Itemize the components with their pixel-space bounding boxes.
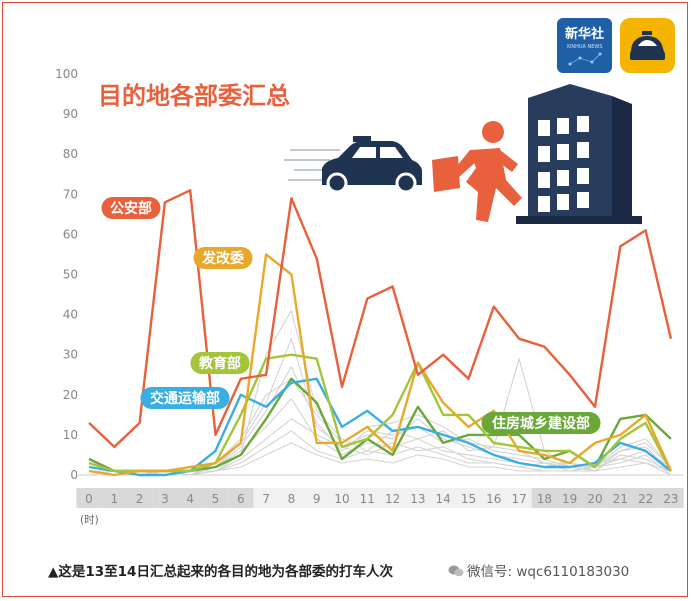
y-tick-label: 60 (63, 227, 78, 241)
speed-lines-icon (284, 149, 340, 181)
x-tick-label: 10 (334, 492, 349, 506)
wechat-watermark: 微信号: wqc6110183030 (448, 560, 629, 580)
x-tick-label: 19 (562, 492, 577, 506)
x-tick-label: 22 (638, 492, 653, 506)
x-axis-shaded-cell (658, 488, 684, 508)
series-line-0 (88, 189, 673, 449)
running-man-icon (432, 121, 522, 222)
y-tick-label: 40 (63, 308, 78, 322)
x-tick-label: 6 (237, 492, 245, 506)
callout-pill (140, 387, 230, 409)
y-axis: 0 10 20 30 40 50 60 70 80 90 100 (55, 67, 78, 482)
x-axis-shaded-cell (202, 488, 229, 508)
x-axis-background (76, 488, 684, 508)
x-tick-label: 23 (663, 492, 678, 506)
x-tick-label: 18 (537, 492, 552, 506)
callout-label: 发改委 (201, 250, 244, 267)
background-series-line (88, 366, 672, 476)
taxi-icon (322, 136, 422, 194)
wechat-icon (448, 565, 464, 577)
x-tick-label: 7 (262, 492, 270, 506)
x-axis-unit: (时) (80, 514, 99, 526)
y-tick-label: 50 (63, 268, 78, 282)
x-tick-label: 14 (436, 492, 451, 506)
x-tick-label: 2 (136, 492, 144, 506)
x-tick-label: 21 (613, 492, 628, 506)
x-axis: 0 1 2 3 4 5 6 7 8 9 10 11 12 13 14 15 16 17 18 19 20 21 22 23 (85, 492, 678, 506)
x-tick-label: 12 (385, 492, 400, 506)
illustration (284, 84, 642, 224)
x-tick-label: 8 (288, 492, 296, 506)
x-tick-label: 17 (511, 492, 526, 506)
x-axis-shaded-cell (177, 488, 203, 508)
x-tick-label: 3 (161, 492, 169, 506)
x-axis-shaded-cell (76, 488, 102, 508)
xinhua-logo-text: 新华社 (565, 26, 604, 42)
callout-pill (193, 247, 253, 269)
y-tick-label: 0 (70, 468, 78, 482)
callout-label: 教育部 (199, 355, 241, 372)
y-tick-label: 20 (63, 388, 78, 402)
chart-title: 目的地各部委汇总 (98, 82, 290, 110)
highlighted-series-group (88, 189, 673, 477)
x-tick-label: 9 (313, 492, 321, 506)
xinhua-logo: 新华社 XINHUA NEWS (557, 18, 612, 73)
x-tick-label: 20 (587, 492, 602, 506)
series-line-1 (88, 253, 672, 477)
callout-pill (101, 197, 161, 219)
y-tick-label: 70 (63, 187, 78, 201)
figure-caption: ▲这是13至14日汇总起来的各目的地为各部委的打车人次 (48, 564, 393, 580)
watermark-text: 微信号: wqc6110183030 (467, 564, 630, 580)
y-tick-label: 100 (55, 67, 78, 81)
y-tick-label: 80 (63, 147, 78, 161)
x-axis-shaded-cell (582, 488, 608, 508)
y-tick-label: 30 (63, 348, 78, 362)
building-icon (516, 84, 642, 224)
x-axis-shaded-cell (228, 488, 254, 508)
x-axis-shaded-cell (126, 488, 153, 508)
x-tick-label: 16 (486, 492, 501, 506)
callout-pill (190, 352, 250, 374)
x-axis-shaded-cell (152, 488, 178, 508)
background-series-line (89, 442, 672, 476)
xinhua-logo-subtext: XINHUA NEWS (566, 44, 602, 50)
x-tick-label: 5 (212, 492, 220, 506)
callout-pill (481, 412, 601, 434)
x-axis-shaded-cell (632, 488, 659, 508)
y-tick-label: 10 (63, 428, 78, 442)
callout-label: 交通运输部 (150, 390, 220, 407)
x-tick-label: 4 (186, 492, 194, 506)
x-axis-shaded-cell (101, 488, 127, 508)
callout-label: 住房城乡建设部 (492, 415, 590, 432)
x-axis-shaded-cell (557, 488, 583, 508)
x-axis-shaded-cell (531, 488, 558, 508)
x-tick-label: 0 (85, 492, 93, 506)
series-line-2 (88, 353, 672, 473)
callout-label: 公安部 (110, 200, 152, 217)
x-tick-label: 15 (461, 492, 476, 506)
y-tick-label: 90 (63, 107, 78, 121)
x-tick-label: 13 (410, 492, 425, 506)
taxi-app-logo (620, 18, 675, 73)
x-tick-label: 1 (110, 492, 118, 506)
x-tick-label: 11 (360, 492, 375, 506)
x-axis-shaded-cell (607, 488, 633, 508)
